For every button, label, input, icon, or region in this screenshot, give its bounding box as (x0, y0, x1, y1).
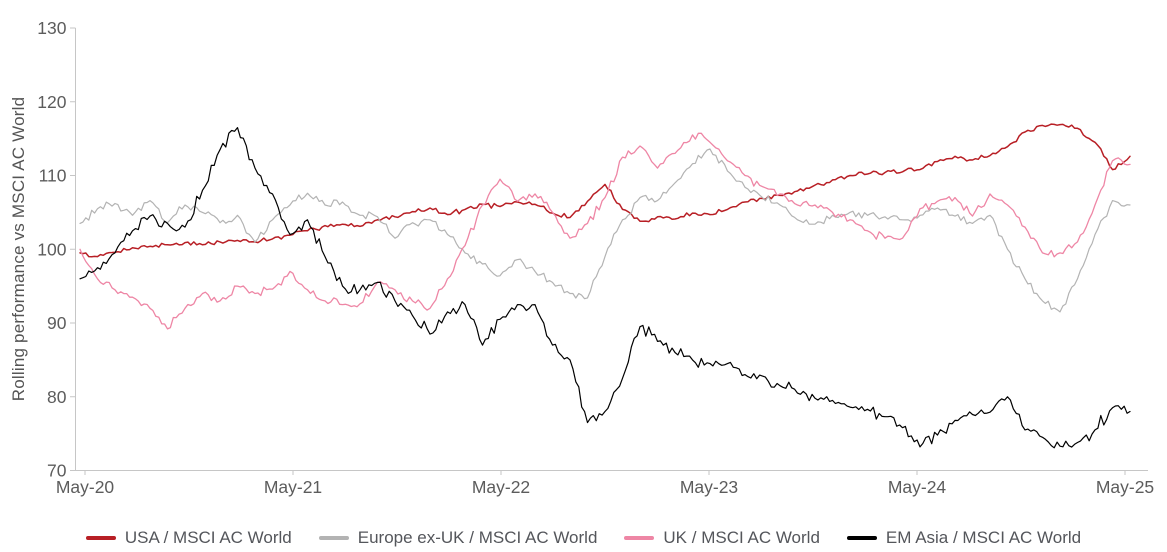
legend-item-em-asia-msci-ac-world: EM Asia / MSCI AC World (846, 528, 1082, 548)
series-lines (79, 123, 1131, 449)
x-tick-label: May-21 (264, 477, 322, 497)
x-tick-label: May-22 (472, 477, 530, 497)
y-tick-label: 100 (37, 239, 66, 259)
y-tick-label: 120 (37, 92, 66, 112)
x-tick-label: May-23 (680, 477, 738, 497)
y-tick-label: 80 (47, 387, 67, 407)
y-tick-label: 70 (47, 461, 67, 481)
legend-item-usa-msci-ac-world: USA / MSCI AC World (85, 528, 292, 548)
legend-item-uk-msci-ac-world: UK / MSCI AC World (624, 528, 820, 548)
legend-swatch-usa-msci-ac-world (85, 535, 116, 541)
legend-label: USA / MSCI AC World (124, 528, 292, 547)
y-axis-title: Rolling performance vs MSCI AC World (9, 96, 28, 402)
series-line-em-asia-msci-ac-world (79, 127, 1131, 449)
y-tick-label: 90 (47, 313, 67, 333)
legend-label: UK / MSCI AC World (663, 528, 820, 547)
x-tick-label: May-25 (1096, 477, 1154, 497)
axes (75, 28, 1148, 471)
tick-marks (70, 27, 1126, 475)
series-line-europe-ex-uk-msci-ac-world (79, 148, 1131, 313)
y-tick-label: 110 (39, 166, 67, 186)
x-tick-label: May-24 (888, 477, 947, 497)
legend: USA / MSCI AC World Europe ex-UK / MSCI A… (0, 526, 1167, 550)
legend-swatch-europe-ex-uk-msci-ac-world (318, 535, 349, 541)
legend-swatch-em-asia-msci-ac-world (846, 535, 877, 541)
legend-item-europe-ex-uk-msci-ac-world: Europe ex-UK / MSCI AC World (318, 528, 598, 548)
x-tick-label: May-20 (56, 477, 115, 497)
y-tick-label: 130 (37, 18, 66, 38)
legend-swatch-uk-msci-ac-world (624, 535, 655, 541)
legend-label: EM Asia / MSCI AC World (885, 528, 1082, 547)
series-line-uk-msci-ac-world (79, 132, 1131, 330)
series-line-usa-msci-ac-world (79, 123, 1131, 258)
legend-label: Europe ex-UK / MSCI AC World (357, 528, 598, 547)
